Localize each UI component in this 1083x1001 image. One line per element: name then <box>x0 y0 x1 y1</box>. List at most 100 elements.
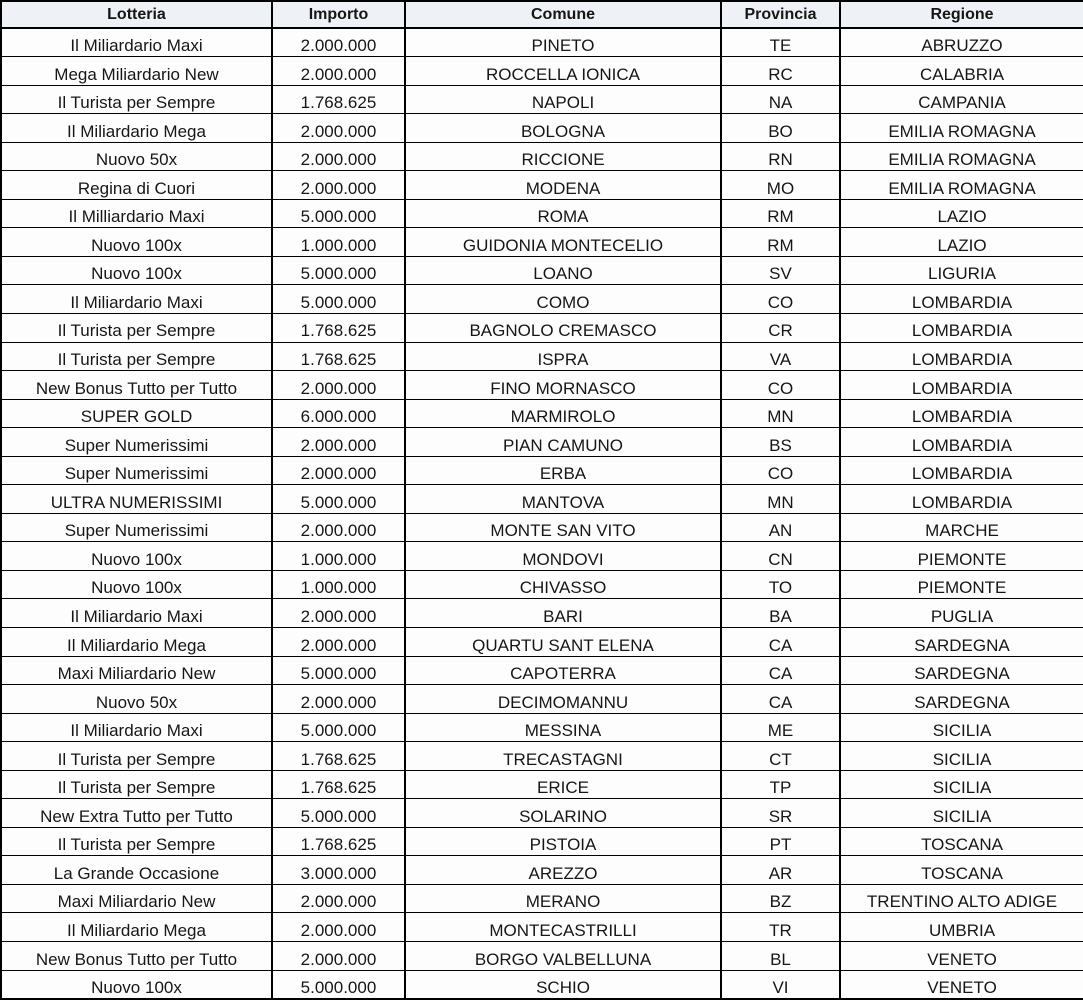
cell-provincia: AR <box>720 855 841 885</box>
cell-provincia: CA <box>720 684 841 714</box>
cell-provincia: MN <box>720 398 841 429</box>
cell-lotteria: Super Numerissimi <box>0 427 273 457</box>
table-row: Nuovo 100x 1.000.000 MONDOVI CN PIEMONTE <box>0 541 1083 571</box>
cell-regione: LOMBARDIA <box>839 427 1083 457</box>
cell-comune: CHIVASSO <box>404 569 722 600</box>
cell-importo: 1.000.000 <box>271 227 406 257</box>
cell-comune: BORGO VALBELLUNA <box>404 941 722 971</box>
cell-importo: 5.000.000 <box>271 798 406 828</box>
table-row: Super Numerissimi 2.000.000 PIAN CAMUNO BS L… <box>0 427 1083 457</box>
table-row: Il Turista per Sempre 1.768.625 BAGNOLO CR… <box>0 312 1083 343</box>
cell-lotteria: Il Turista per Sempre <box>0 341 273 372</box>
cell-importo: 5.000.000 <box>271 484 406 514</box>
cell-regione: EMILIA ROMAGNA <box>839 170 1083 200</box>
cell-comune: ERICE <box>404 769 722 800</box>
cell-comune: LOANO <box>404 255 722 286</box>
cell-comune: AREZZO <box>404 855 722 885</box>
cell-comune: MONTE SAN VITO <box>404 512 722 543</box>
cell-regione: LOMBARDIA <box>839 455 1083 486</box>
cell-importo: 1.768.625 <box>271 312 406 343</box>
cell-provincia: CO <box>720 455 841 486</box>
cell-comune: QUARTU SANT ELENA <box>404 626 722 657</box>
cell-regione: LOMBARDIA <box>839 341 1083 372</box>
cell-comune: MESSINA <box>404 712 722 743</box>
cell-regione: LIGURIA <box>839 255 1083 286</box>
cell-comune: MODENA <box>404 170 722 200</box>
cell-lotteria: Il Turista per Sempre <box>0 769 273 800</box>
table-row: Super Numerissimi 2.000.000 ERBA CO LOMBARDI… <box>0 455 1083 486</box>
cell-importo: 2.000.000 <box>271 684 406 714</box>
column-header-importo: Importo <box>271 0 406 29</box>
cell-comune: BOLOGNA <box>404 113 722 143</box>
cell-provincia: TE <box>720 27 841 58</box>
cell-importo: 6.000.000 <box>271 398 406 429</box>
cell-regione: SARDEGNA <box>839 655 1083 686</box>
table-row: New Extra Tutto per Tutto 5.000.000 SOLARI… <box>0 798 1083 828</box>
cell-comune: MONDOVI <box>404 541 722 571</box>
cell-comune: SCHIO <box>404 969 722 1000</box>
cell-lotteria: New Extra Tutto per Tutto <box>0 798 273 828</box>
cell-importo: 2.000.000 <box>271 427 406 457</box>
cell-lotteria: Il Miliardario Mega <box>0 626 273 657</box>
cell-lotteria: Super Numerissimi <box>0 455 273 486</box>
cell-provincia: TR <box>720 912 841 942</box>
cell-importo: 2.000.000 <box>271 113 406 143</box>
cell-provincia: BL <box>720 941 841 971</box>
cell-importo: 3.000.000 <box>271 855 406 885</box>
cell-comune: MANTOVA <box>404 484 722 514</box>
cell-provincia: RM <box>720 198 841 229</box>
cell-regione: EMILIA ROMAGNA <box>839 141 1083 172</box>
table-row: Maxi Miliardario New 5.000.000 CAPOTERRA CA… <box>0 655 1083 686</box>
cell-importo: 2.000.000 <box>271 912 406 942</box>
cell-provincia: BO <box>720 113 841 143</box>
cell-comune: MERANO <box>404 883 722 914</box>
table-row: Nuovo 100x 5.000.000 LOANO SV LIGURIA <box>0 255 1083 286</box>
cell-lotteria: Il Miliardario Maxi <box>0 284 273 314</box>
table-row: Mega Miliardario New 2.000.000 ROCCELLA IO… <box>0 56 1083 86</box>
cell-regione: LOMBARDIA <box>839 370 1083 400</box>
cell-provincia: CT <box>720 741 841 771</box>
cell-regione: LOMBARDIA <box>839 284 1083 314</box>
table-row: Nuovo 50x 2.000.000 RICCIONE RN EMILIA ROMAG… <box>0 141 1083 172</box>
cell-importo: 1.000.000 <box>271 541 406 571</box>
cell-lotteria: Maxi Miliardario New <box>0 883 273 914</box>
cell-comune: TRECASTAGNI <box>404 741 722 771</box>
cell-lotteria: Nuovo 100x <box>0 255 273 286</box>
cell-lotteria: Nuovo 100x <box>0 569 273 600</box>
cell-provincia: CA <box>720 655 841 686</box>
cell-provincia: CN <box>720 541 841 571</box>
cell-lotteria: Nuovo 100x <box>0 227 273 257</box>
cell-comune: CAPOTERRA <box>404 655 722 686</box>
cell-lotteria: Il Milliardario Maxi <box>0 198 273 229</box>
cell-regione: PIEMONTE <box>839 569 1083 600</box>
cell-regione: UMBRIA <box>839 912 1083 942</box>
cell-provincia: RC <box>720 56 841 86</box>
table-row: New Bonus Tutto per Tutto 2.000.000 FINO M… <box>0 370 1083 400</box>
cell-importo: 5.000.000 <box>271 969 406 1000</box>
table-row: Il Miliardario Mega 2.000.000 BOLOGNA BO EMI… <box>0 113 1083 143</box>
cell-provincia: CA <box>720 626 841 657</box>
cell-lotteria: New Bonus Tutto per Tutto <box>0 370 273 400</box>
table-row: Il Turista per Sempre 1.768.625 PISTOIA PT T… <box>0 826 1083 857</box>
cell-importo: 1.000.000 <box>271 569 406 600</box>
cell-provincia: CO <box>720 370 841 400</box>
cell-provincia: AN <box>720 512 841 543</box>
cell-lotteria: Super Numerissimi <box>0 512 273 543</box>
table-row: Regina di Cuori 2.000.000 MODENA MO EMILIA R… <box>0 170 1083 200</box>
cell-lotteria: ULTRA NUMERISSIMI <box>0 484 273 514</box>
cell-comune: ROMA <box>404 198 722 229</box>
cell-provincia: BA <box>720 598 841 628</box>
cell-regione: SICILIA <box>839 741 1083 771</box>
cell-lotteria: La Grande Occasione <box>0 855 273 885</box>
cell-importo: 1.768.625 <box>271 341 406 372</box>
table-row: Nuovo 100x 1.000.000 CHIVASSO TO PIEMONTE <box>0 569 1083 600</box>
cell-importo: 5.000.000 <box>271 198 406 229</box>
cell-provincia: ME <box>720 712 841 743</box>
cell-regione: SICILIA <box>839 769 1083 800</box>
cell-regione: SARDEGNA <box>839 684 1083 714</box>
cell-provincia: RN <box>720 141 841 172</box>
table-row: Il Turista per Sempre 1.768.625 ERICE TP SIC… <box>0 769 1083 800</box>
cell-importo: 2.000.000 <box>271 170 406 200</box>
cell-lotteria: Il Turista per Sempre <box>0 312 273 343</box>
